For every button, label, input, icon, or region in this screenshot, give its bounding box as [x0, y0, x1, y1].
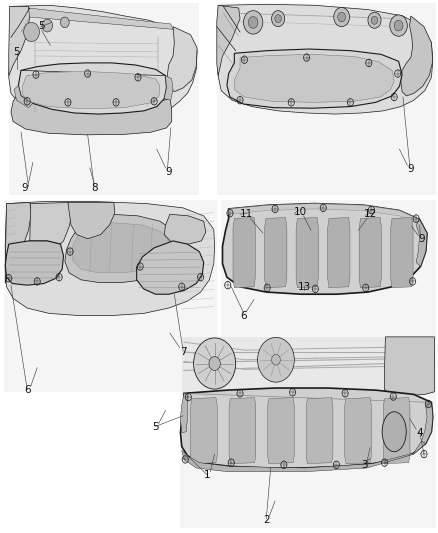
Circle shape — [24, 22, 39, 42]
Polygon shape — [14, 85, 33, 108]
Polygon shape — [421, 402, 433, 443]
Polygon shape — [217, 5, 240, 76]
Polygon shape — [30, 203, 72, 244]
Text: 7: 7 — [180, 347, 187, 357]
Polygon shape — [164, 214, 206, 244]
Polygon shape — [5, 201, 215, 316]
Circle shape — [275, 15, 281, 22]
Polygon shape — [4, 200, 217, 392]
Polygon shape — [385, 337, 434, 395]
Polygon shape — [11, 96, 172, 135]
Polygon shape — [233, 217, 255, 288]
Polygon shape — [391, 217, 413, 288]
Polygon shape — [180, 388, 433, 468]
Text: 6: 6 — [240, 311, 247, 320]
Polygon shape — [5, 203, 32, 284]
Text: 2: 2 — [263, 515, 270, 524]
Circle shape — [272, 11, 285, 27]
Polygon shape — [229, 204, 420, 225]
Polygon shape — [401, 16, 433, 96]
Text: 4: 4 — [416, 428, 423, 438]
Text: 8: 8 — [91, 183, 98, 192]
Polygon shape — [268, 398, 294, 464]
Text: 11: 11 — [240, 209, 253, 219]
Text: 12: 12 — [364, 209, 377, 219]
Polygon shape — [218, 4, 433, 114]
Circle shape — [209, 357, 220, 370]
Circle shape — [244, 11, 263, 34]
Polygon shape — [217, 3, 436, 195]
Circle shape — [194, 338, 236, 389]
Text: 9: 9 — [407, 164, 414, 174]
Polygon shape — [180, 393, 187, 433]
Polygon shape — [221, 200, 436, 341]
Polygon shape — [306, 398, 333, 464]
Text: 9: 9 — [418, 234, 425, 244]
Polygon shape — [180, 336, 436, 528]
Polygon shape — [345, 398, 371, 464]
Ellipse shape — [382, 411, 406, 452]
Polygon shape — [296, 217, 318, 288]
Polygon shape — [68, 203, 115, 239]
Polygon shape — [28, 8, 173, 29]
Polygon shape — [182, 441, 426, 472]
Polygon shape — [229, 398, 256, 464]
Circle shape — [338, 12, 346, 22]
Polygon shape — [137, 241, 204, 294]
Polygon shape — [23, 71, 160, 109]
Text: 5: 5 — [152, 423, 159, 432]
Circle shape — [368, 12, 381, 28]
Text: 10: 10 — [293, 207, 307, 216]
Polygon shape — [5, 241, 64, 285]
Circle shape — [394, 20, 403, 31]
Polygon shape — [328, 217, 350, 288]
Circle shape — [248, 17, 258, 28]
Polygon shape — [223, 204, 427, 294]
Polygon shape — [9, 6, 30, 76]
Polygon shape — [164, 76, 173, 100]
Polygon shape — [9, 5, 197, 120]
Polygon shape — [191, 398, 217, 464]
Polygon shape — [65, 214, 177, 282]
Text: 6: 6 — [24, 385, 31, 395]
Text: 9: 9 — [165, 167, 172, 176]
Circle shape — [42, 19, 53, 32]
Circle shape — [390, 15, 407, 36]
Text: 13: 13 — [298, 282, 311, 292]
Circle shape — [258, 337, 294, 382]
Circle shape — [334, 7, 350, 27]
Text: 3: 3 — [361, 460, 368, 470]
Polygon shape — [359, 217, 381, 288]
Text: 5: 5 — [38, 21, 45, 30]
Text: 1: 1 — [203, 471, 210, 480]
Polygon shape — [227, 49, 402, 108]
Polygon shape — [265, 217, 287, 288]
Text: 9: 9 — [21, 183, 28, 192]
Text: 5: 5 — [13, 47, 20, 57]
Polygon shape — [9, 3, 199, 195]
Polygon shape — [167, 27, 197, 92]
Circle shape — [371, 17, 378, 25]
Polygon shape — [18, 63, 166, 114]
Polygon shape — [182, 337, 434, 394]
Polygon shape — [383, 398, 410, 464]
Polygon shape — [234, 54, 394, 102]
Polygon shape — [72, 223, 170, 273]
Circle shape — [272, 354, 280, 365]
Circle shape — [60, 17, 69, 28]
Polygon shape — [416, 220, 427, 266]
